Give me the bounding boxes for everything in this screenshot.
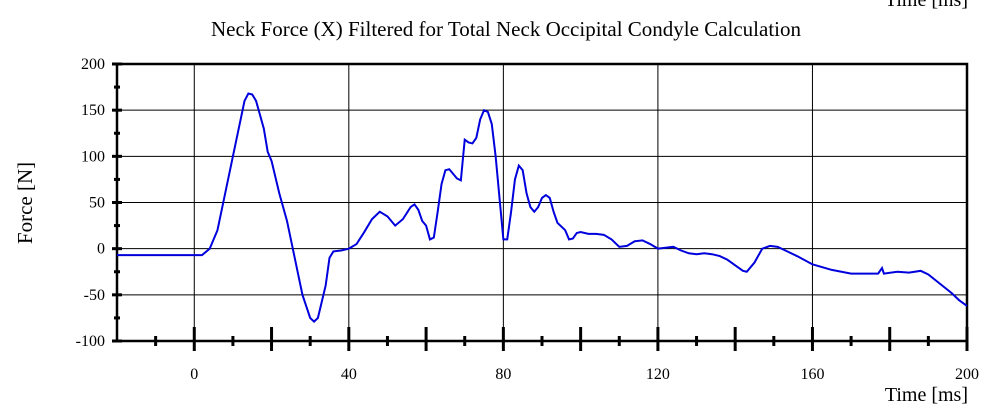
x-axis-label: Time [ms] xyxy=(885,384,968,406)
y-tick-label: -100 xyxy=(76,333,105,350)
x-tick-label: 0 xyxy=(190,366,198,383)
x-tick-label: 40 xyxy=(341,366,357,383)
x-tick-label: 200 xyxy=(955,366,979,383)
chart-title: Neck Force (X) Filtered for Total Neck O… xyxy=(211,17,802,41)
plot-frame xyxy=(115,62,969,343)
x-tick-label: 120 xyxy=(646,366,670,383)
data-line xyxy=(117,92,968,323)
y-tick-label: 100 xyxy=(81,148,105,165)
y-tick-label: 200 xyxy=(81,56,105,73)
y-tick-label: 0 xyxy=(97,241,105,258)
y-axis-label: Force [N] xyxy=(13,162,37,244)
y-tick-label: 50 xyxy=(89,195,105,212)
y-tick-label: 150 xyxy=(81,102,105,119)
x-tick-label: 160 xyxy=(800,366,824,383)
x-tick-label: 80 xyxy=(495,366,511,383)
clipped-axis-label: Time [ms] xyxy=(885,0,968,11)
y-tick-label: -50 xyxy=(84,287,105,304)
